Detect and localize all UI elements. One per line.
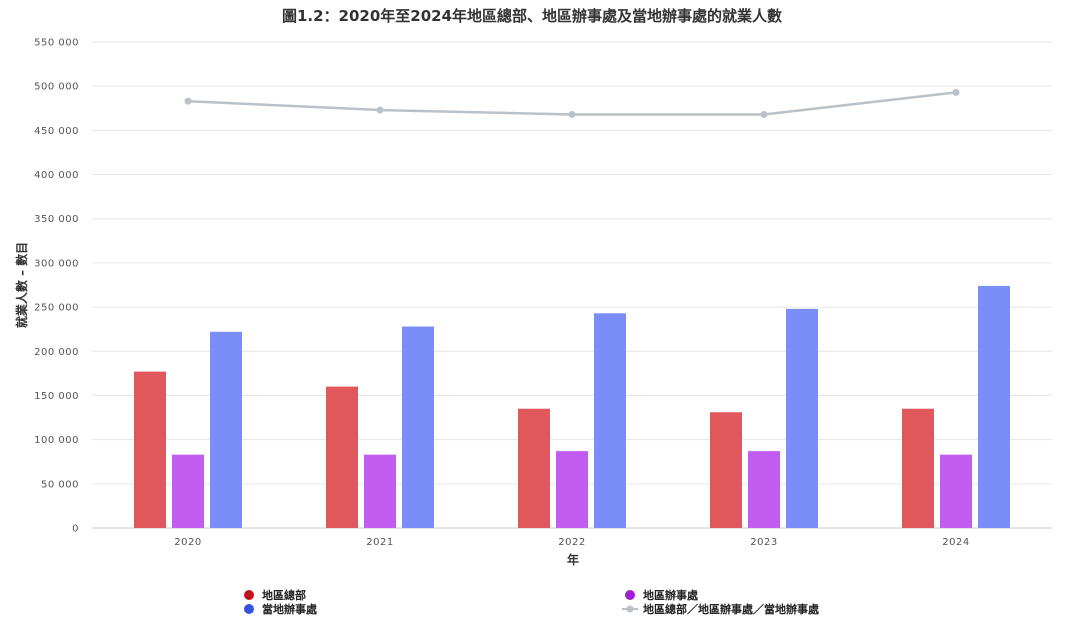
y-tick-label: 150 000 [34,391,79,402]
legend-marker-total-dot [626,605,634,613]
legend-label-regional-hq: 地區總部 [262,588,306,602]
y-axis-ticks: 0 50 000 100 000 150 000 200 000 250 000 300 0… [34,38,79,535]
bar [748,451,780,528]
bar [518,408,550,528]
x-tick-label: 2020 [174,537,201,548]
legend: 地區總部 當地辦事處 地區辦事處 地區總部／地區辦事處／當地辦事處 [244,588,820,616]
legend-label-local-office: 當地辦事處 [262,602,318,616]
total-line-series [184,88,960,118]
line-point [952,88,960,96]
y-tick-label: 500 000 [34,82,79,93]
bar [326,386,358,528]
bar [172,454,204,528]
y-tick-label: 350 000 [34,214,79,225]
y-tick-label: 400 000 [34,170,79,181]
bar [940,454,972,528]
x-tick-label: 2024 [942,537,969,548]
line-point [568,110,576,118]
y-tick-label: 0 [72,524,79,535]
x-axis-ticks: 2020 2021 2022 2023 2024 [174,537,969,548]
bar [594,313,626,528]
bars [134,285,1010,528]
chart-title: 圖1.2：2020年至2024年地區總部、地區辦事處及當地辦事處的就業人數 [282,7,782,25]
legend-item-regional-hq[interactable]: 地區總部 [244,588,306,602]
legend-marker-local-office [244,604,254,614]
legend-item-regional-office[interactable]: 地區辦事處 [625,588,699,602]
line-point [376,106,384,114]
legend-item-total[interactable]: 地區總部／地區辦事處／當地辦事處 [622,602,820,616]
bar [556,451,588,528]
y-tick-label: 450 000 [34,126,79,137]
y-tick-label: 550 000 [34,38,79,49]
y-tick-label: 100 000 [34,435,79,446]
y-tick-label: 200 000 [34,347,79,358]
legend-item-local-office[interactable]: 當地辦事處 [244,602,318,616]
bar [978,285,1010,528]
bar [902,408,934,528]
line-point [760,110,768,118]
bar [364,454,396,528]
bar [210,331,242,528]
bar [402,326,434,528]
gridlines [92,41,1052,485]
bar [134,371,166,528]
x-tick-label: 2023 [750,537,777,548]
legend-marker-regional-office [625,590,635,600]
y-axis-label: 就業人數 – 數目 [14,242,29,328]
legend-label-regional-office: 地區辦事處 [643,588,699,602]
line-point [184,97,192,105]
y-tick-label: 250 000 [34,303,79,314]
bar [710,412,742,528]
bar [786,308,818,528]
y-tick-label: 300 000 [34,258,79,269]
legend-label-total: 地區總部／地區辦事處／當地辦事處 [643,602,820,616]
x-axis-label: 年 [567,552,579,567]
x-tick-label: 2022 [558,537,585,548]
y-tick-label: 50 000 [41,479,79,490]
legend-marker-regional-hq [244,590,254,600]
x-tick-label: 2021 [366,537,393,548]
